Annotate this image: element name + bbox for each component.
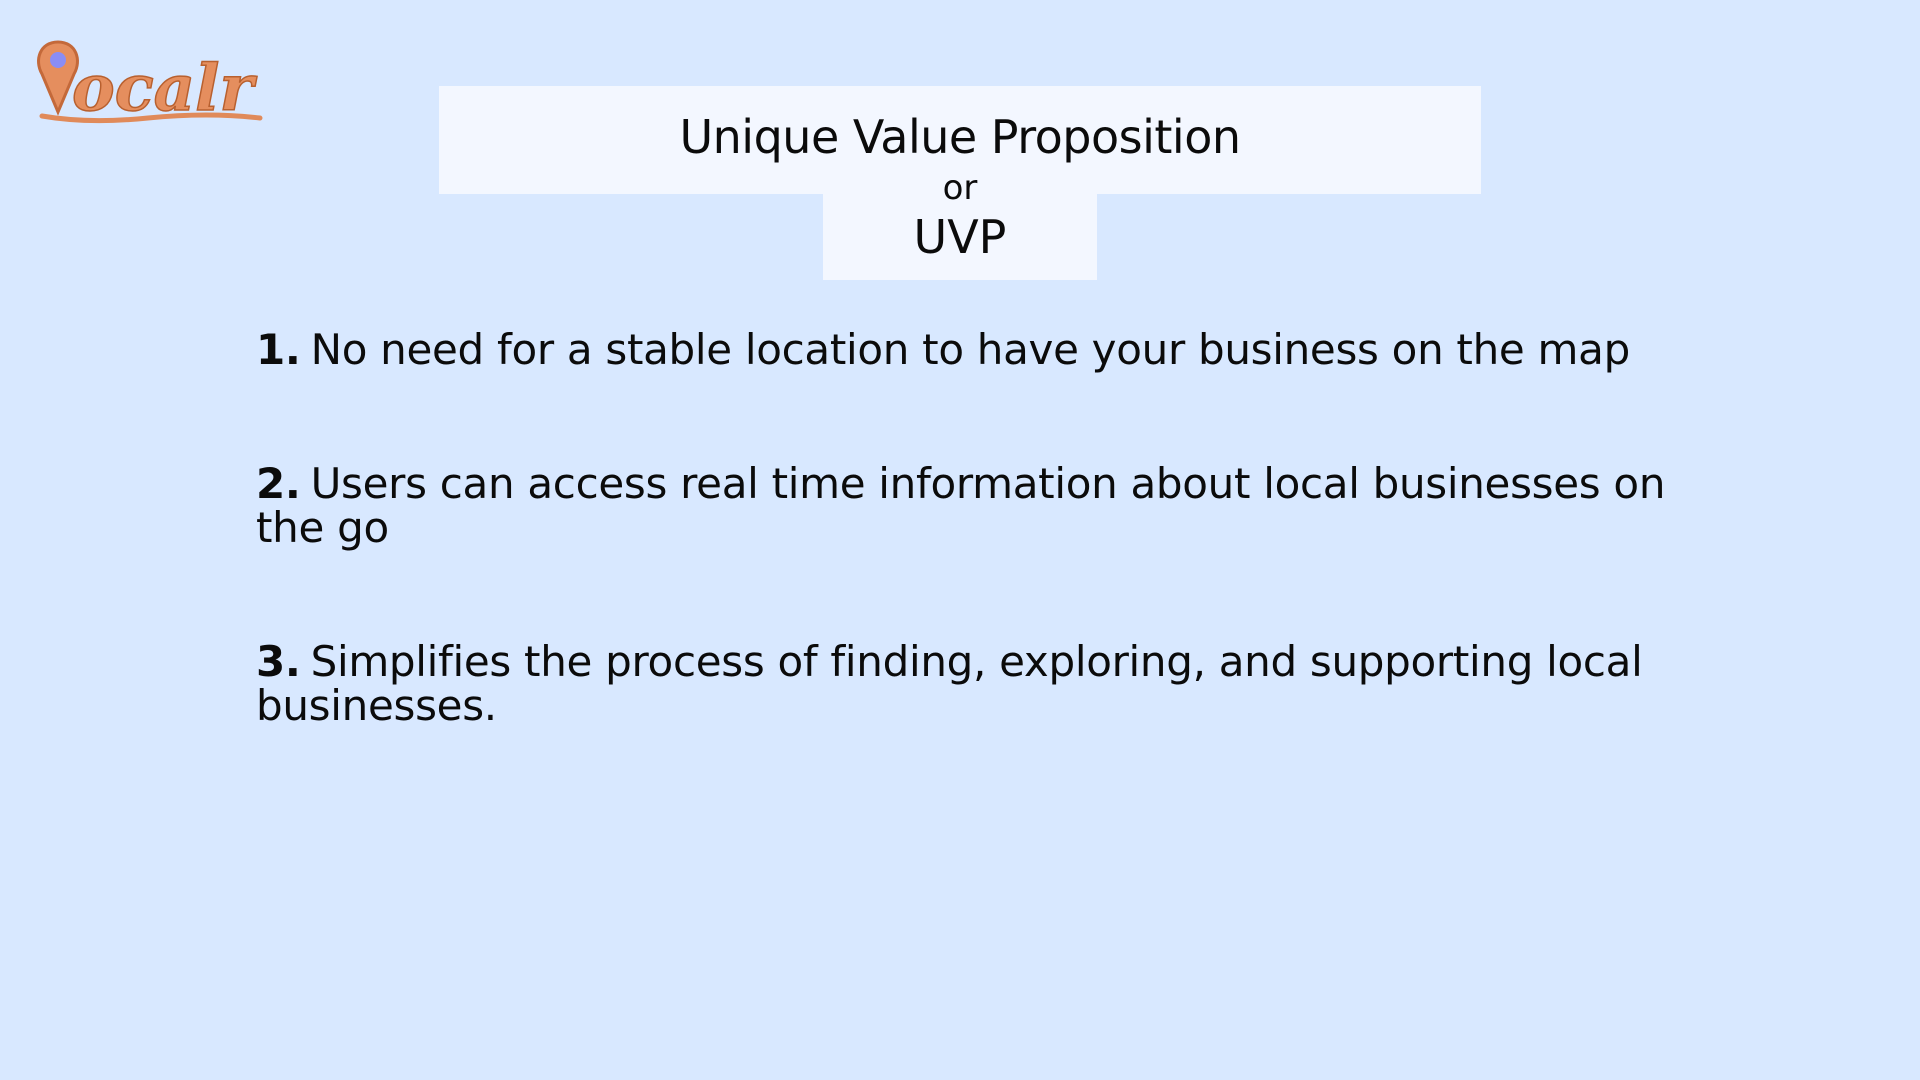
- list-item: 1. No need for a stable location to have …: [256, 328, 1696, 372]
- list-item-number: 3.: [256, 637, 301, 686]
- list-item: 3. Simplifies the process of finding, exp…: [256, 640, 1696, 728]
- list-item-text: Simplifies the process of finding, explo…: [256, 637, 1643, 730]
- title-connector: or: [942, 168, 978, 208]
- title-box-top: [439, 86, 1481, 194]
- list-item-text: No need for a stable location to have yo…: [310, 325, 1631, 374]
- logo-graphic: ocalr: [37, 40, 263, 127]
- map-pin-icon: [37, 40, 79, 116]
- title-box-bottom: [823, 190, 1097, 280]
- logo-swash: [39, 112, 263, 124]
- logo-wordmark: ocalr: [72, 51, 257, 126]
- list-item-text: Users can access real time information a…: [256, 459, 1666, 552]
- page-title: Unique Value Proposition: [679, 110, 1241, 164]
- list-item-number: 1.: [256, 325, 301, 374]
- list-item: 2. Users can access real time information…: [256, 462, 1696, 550]
- localr-logo: ocalr: [28, 38, 268, 128]
- pin-dot-icon: [50, 52, 66, 68]
- list-item-number: 2.: [256, 459, 301, 508]
- title-abbreviation: UVP: [913, 210, 1007, 264]
